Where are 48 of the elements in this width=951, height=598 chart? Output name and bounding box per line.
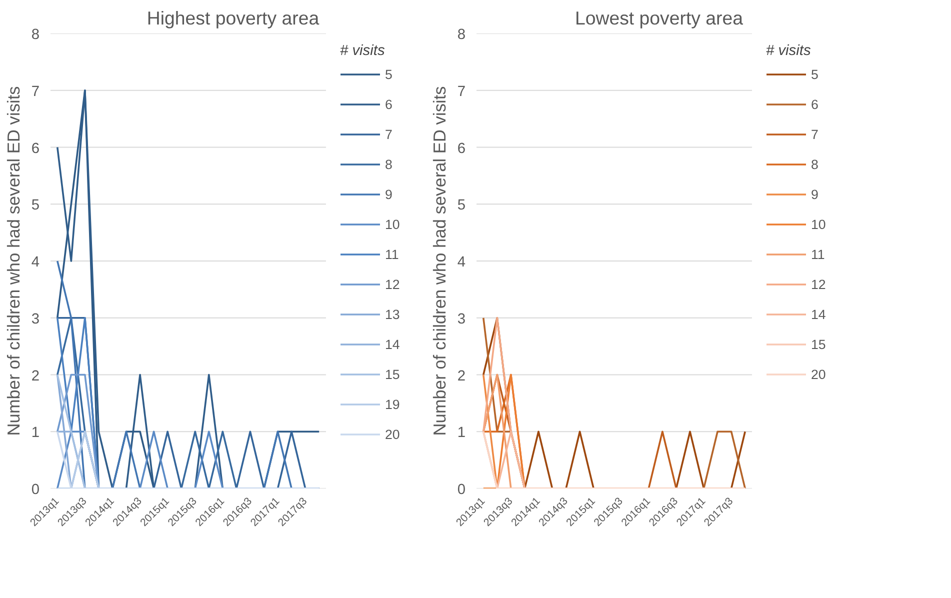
legend-label: 8 — [385, 156, 394, 172]
y-tick-label: 3 — [457, 311, 466, 328]
legend-label: 11 — [385, 246, 400, 262]
y-tick-label: 6 — [31, 140, 40, 157]
legend-label: 13 — [385, 306, 401, 322]
legend-label: 11 — [811, 246, 826, 262]
y-tick-label: 0 — [31, 482, 40, 498]
legend-label: 9 — [811, 186, 820, 202]
y-tick-label: 7 — [31, 84, 40, 100]
legend-label: 6 — [385, 96, 394, 112]
chart-title: Lowest poverty area — [575, 8, 744, 28]
y-tick-label: 4 — [31, 254, 40, 270]
legend-label: 5 — [811, 66, 820, 82]
y-axis-title: Number of children who had several ED visits — [429, 86, 450, 436]
legend-label: 5 — [385, 66, 394, 82]
y-tick-label: 0 — [457, 482, 466, 498]
y-tick-label: 7 — [457, 84, 466, 100]
legend-label: 12 — [811, 276, 827, 292]
y-tick-label: 8 — [31, 27, 40, 43]
legend-label: 9 — [385, 186, 394, 202]
y-tick-label: 3 — [31, 311, 40, 328]
legend-label: 15 — [385, 366, 401, 382]
legend-label: 20 — [811, 366, 827, 382]
legend-label: 12 — [385, 276, 401, 292]
y-tick-label: 4 — [457, 254, 466, 270]
y-tick-label: 1 — [31, 425, 40, 442]
legend-label: 8 — [811, 156, 820, 172]
y-axis-title: Number of children who had several ED visits — [3, 86, 24, 436]
legend-label: 10 — [385, 216, 401, 232]
legend-label: 15 — [811, 336, 827, 352]
legend-label: 14 — [385, 336, 401, 352]
legend-label: 19 — [385, 396, 401, 412]
legend-label: 6 — [811, 96, 820, 112]
legend-title: # visits — [340, 43, 386, 59]
legend-label: 20 — [385, 426, 401, 442]
y-tick-label: 6 — [457, 140, 466, 157]
legend-label: 10 — [811, 216, 827, 232]
legend-label: 14 — [811, 306, 827, 322]
legend-title: # visits — [766, 43, 812, 59]
legend-label: 7 — [811, 126, 820, 142]
y-tick-label: 1 — [457, 425, 466, 442]
y-tick-label: 5 — [457, 198, 466, 214]
y-tick-label: 8 — [457, 27, 466, 43]
y-tick-label: 2 — [457, 368, 466, 384]
legend-label: 7 — [385, 126, 394, 142]
y-tick-label: 5 — [31, 198, 40, 214]
y-tick-label: 2 — [31, 368, 40, 384]
chart-title: Highest poverty area — [146, 8, 320, 28]
